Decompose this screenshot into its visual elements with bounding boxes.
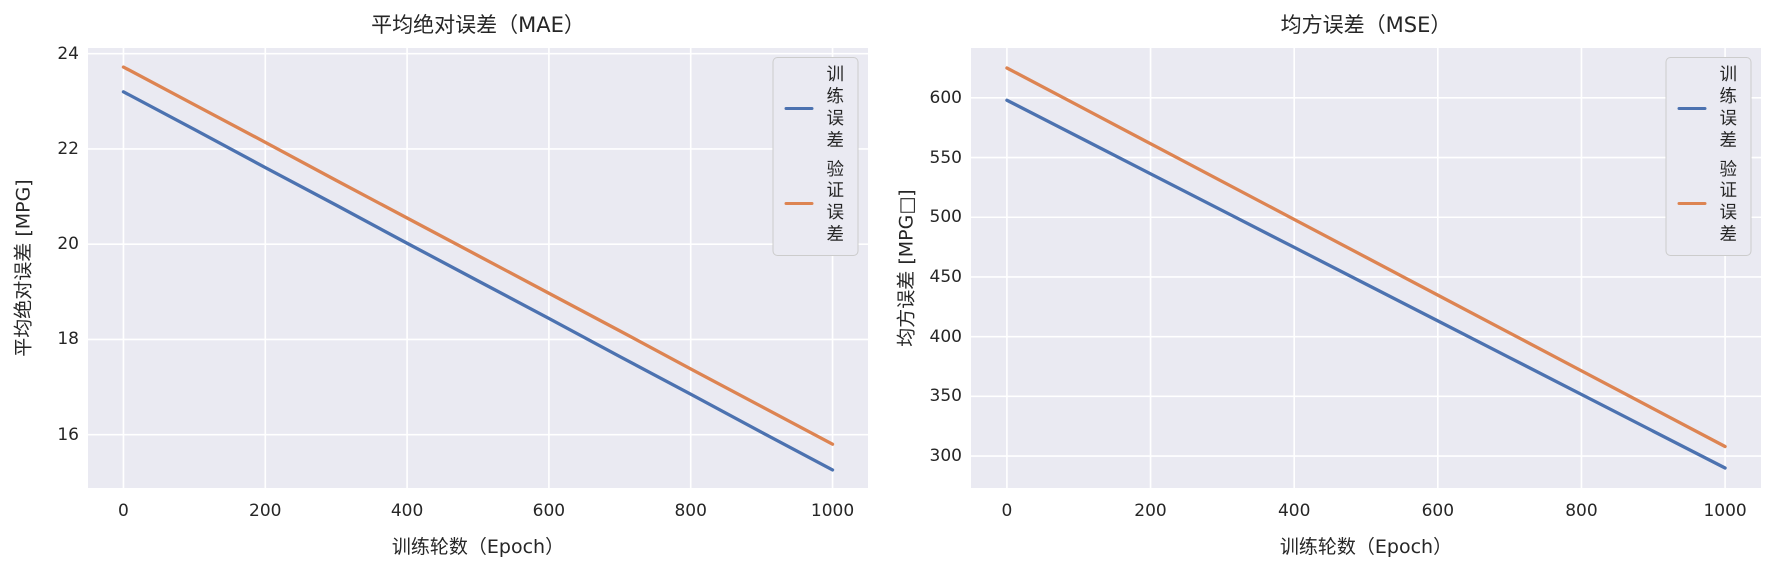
mse-chart-title: 均方误差（MSE） (1280, 13, 1452, 37)
y-tick-label: 18 (57, 329, 79, 350)
y-tick-label: 550 (929, 147, 962, 168)
y-tick-label: 22 (57, 138, 79, 159)
y-tick-label: 350 (929, 386, 962, 407)
legend-label-train: 训练误差 (1719, 65, 1738, 151)
x-tick-label: 800 (1565, 501, 1598, 521)
legend-item-train: 训练误差 (784, 65, 845, 153)
mae-legend: 训练误差 验证误差 (772, 57, 858, 256)
mae-y-axis-label: 平均绝对误差 [MPG] (12, 179, 35, 357)
legend-item-val: 验证误差 (784, 159, 845, 248)
train-error-line (1005, 98, 1727, 470)
x-tick-label: 1000 (810, 501, 855, 521)
x-tick-label: 0 (1001, 501, 1013, 521)
mae-plot-area (88, 48, 868, 488)
y-tick-label: 300 (929, 446, 962, 467)
mae-chart-title: 平均绝对误差（MAE） (371, 13, 585, 37)
x-tick-label: 600 (1421, 501, 1455, 521)
val-line-swatch (1677, 201, 1707, 205)
mse-plot-area (971, 48, 1761, 488)
x-tick-label: 200 (249, 501, 282, 521)
y-tick-label: 16 (57, 424, 79, 445)
y-tick-label: 20 (57, 234, 79, 255)
legend-label-val: 验证误差 (1719, 159, 1738, 246)
legend-label-val: 验证误差 (826, 159, 845, 246)
x-tick-label: 800 (674, 501, 707, 521)
legend-item-train: 训练误差 (1677, 65, 1738, 153)
x-tick-label: 400 (390, 501, 424, 521)
validation-error-line (1005, 66, 1727, 449)
mse-legend: 训练误差 验证误差 (1665, 57, 1751, 256)
legend-item-val: 验证误差 (1677, 159, 1738, 248)
plot-canvas (88, 48, 868, 488)
val-line-swatch (784, 201, 814, 205)
mse-x-axis-label: 训练轮数（Epoch） (1279, 536, 1453, 558)
mse-chart: 均方误差（MSE） 均方误差 [MPG□] 训练轮数（Epoch） 训练误差 验… (888, 0, 1775, 576)
mae-x-axis-label: 训练轮数（Epoch） (391, 536, 565, 558)
y-tick-label: 400 (929, 326, 962, 347)
x-tick-label: 600 (532, 501, 566, 521)
train-error-line (121, 90, 835, 472)
mae-chart: 平均绝对误差（MAE） 平均绝对误差 [MPG] 训练轮数（Epoch） 训练误… (0, 0, 887, 576)
x-tick-label: 1000 (1703, 501, 1747, 521)
x-tick-label: 0 (118, 501, 129, 521)
validation-error-line (121, 65, 835, 446)
mse-y-axis-label: 均方误差 [MPG□] (895, 189, 918, 347)
y-tick-label: 600 (929, 87, 962, 108)
y-tick-label: 450 (929, 266, 962, 287)
legend-label-train: 训练误差 (826, 65, 845, 151)
x-tick-label: 200 (1134, 501, 1167, 521)
plot-canvas (971, 48, 1761, 488)
y-tick-label: 24 (57, 43, 79, 64)
y-tick-label: 500 (929, 207, 962, 228)
train-line-swatch (784, 107, 814, 111)
x-tick-label: 400 (1277, 501, 1311, 521)
train-line-swatch (1677, 107, 1707, 111)
